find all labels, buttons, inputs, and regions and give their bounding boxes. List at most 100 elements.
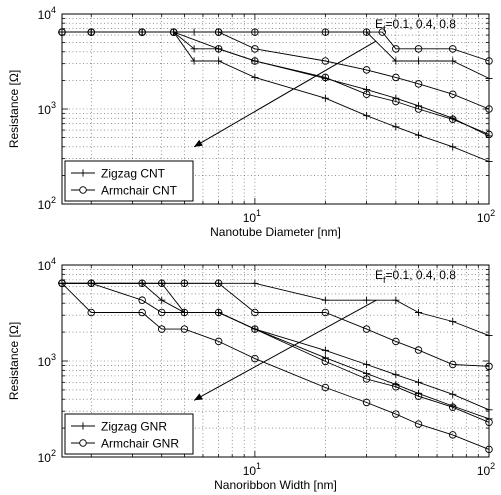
data-point-circle [87,308,95,317]
data-point-circle [448,90,457,98]
data-point-plus [414,57,423,65]
data-point-plus [321,94,329,102]
data-point-circle [392,382,400,391]
x-tick-label: 102 [477,208,495,225]
data-point-circle [214,308,223,317]
series-line-circle [62,282,490,367]
data-point-circle [180,279,189,288]
data-point-circle [214,45,223,53]
data-point-circle [448,431,457,439]
series-group [58,279,493,454]
data-point-plus [392,296,400,304]
data-point-circle [362,66,371,74]
annotation-text: Ef=0.1, 0.4, 0.8 [375,17,456,34]
legend-box [64,160,194,202]
legend-box [64,413,194,455]
data-point-plus [414,131,423,139]
data-point-circle [321,73,330,82]
legend-label: Zigzag GNR [101,420,167,434]
data-point-plus [251,73,259,82]
data-point-plus [449,390,457,398]
y-tick-label: 104 [38,5,56,22]
data-point-circle [251,57,259,65]
x-tick-label: 102 [477,461,495,478]
y-axis-label: Resistance [Ω] [7,70,21,148]
data-point-circle [448,403,457,411]
x-axis-label: Nanotube Diameter [nm] [210,225,341,239]
data-point-plus [392,57,400,65]
data-point-circle [392,337,400,346]
data-point-plus [449,143,457,151]
data-point-circle [414,420,423,428]
data-point-plus [251,279,259,287]
series-group [58,28,493,166]
legend: Zigzag GNR Armchair GNR [64,413,194,455]
data-point-plus [414,308,423,317]
data-point-circle [157,308,166,317]
data-point-circle [214,337,223,346]
data-point-circle [414,346,423,354]
data-point-circle [157,279,166,288]
annotation-arrow-line [193,40,377,148]
data-point-circle [414,45,423,53]
data-point-circle [157,325,166,333]
y-tick-label: 103 [38,100,56,117]
data-point-circle [321,57,330,65]
data-point-circle [392,410,400,418]
data-point-plus [215,57,223,65]
ticks [62,13,490,205]
data-point-circle [251,28,259,36]
cnt-resistance-chart: 101 102 102 103 104 Nanotube Diameter [nm] Res… [7,5,495,239]
data-point-circle [321,28,330,36]
data-point-circle [362,28,371,36]
data-point-circle [414,392,423,400]
data-point-circle [214,28,223,36]
data-point-circle [321,383,330,392]
data-point-plus [392,371,400,379]
data-point-circle [87,279,95,288]
data-point-circle [392,45,400,53]
gnr-resistance-chart: 101 102 102 103 104 Nanoribbon Width [nm] Resi… [7,256,495,492]
data-point-circle [392,73,400,82]
data-point-plus [190,45,198,53]
data-point-plus [158,296,166,304]
y-tick-label: 103 [38,352,56,369]
data-point-circle [414,105,423,113]
data-point-circle [138,279,146,288]
y-tick-label: 102 [38,448,56,465]
data-point-circle [362,398,371,407]
data-point-plus [414,378,423,386]
data-point-circle [87,28,95,36]
legend-label: Armchair GNR [101,437,179,451]
ticks [62,264,490,458]
data-point-circle [138,308,146,317]
data-point-plus [190,57,198,65]
data-point-circle [414,80,423,88]
legend: Zigzag CNT Armchair CNT [64,160,194,202]
data-point-circle [448,115,457,124]
data-point-circle [321,308,330,317]
series-line-circle [62,282,490,423]
data-point-circle [321,357,330,366]
legend-label: Zigzag CNT [101,167,166,181]
series-line-circle [61,282,490,450]
series-line-circle [62,31,490,135]
legend-marker-circle [79,186,87,194]
data-point-circle [214,279,223,288]
data-point-plus [321,346,329,354]
legend-label: Armchair CNT [101,184,178,198]
x-axis-label: Nanoribbon Width [nm] [214,478,337,492]
data-point-plus [362,360,371,369]
annotation-arrow-head [194,139,203,147]
data-point-circle [362,325,371,333]
data-point-circle [378,28,387,36]
y-tick-label: 104 [38,256,56,273]
data-point-plus [362,112,371,120]
data-point-circle [251,354,259,363]
data-point-plus [321,296,329,304]
data-point-circle [362,375,371,383]
x-tick-label: 101 [243,208,261,225]
x-tick-label: 101 [243,461,261,478]
data-point-plus [392,123,400,131]
